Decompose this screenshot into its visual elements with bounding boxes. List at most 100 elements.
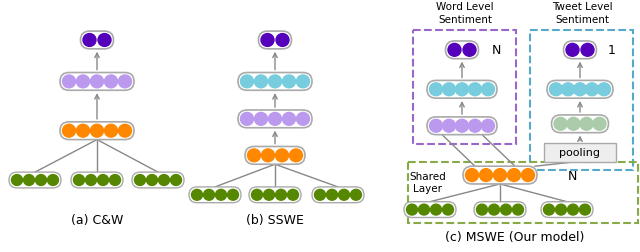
Circle shape — [134, 175, 145, 186]
Circle shape — [227, 190, 239, 200]
Circle shape — [147, 175, 157, 186]
Text: Tweet Level
Sentiment: Tweet Level Sentiment — [552, 2, 612, 24]
Circle shape — [579, 204, 591, 215]
Circle shape — [568, 204, 579, 215]
Circle shape — [90, 125, 104, 138]
FancyBboxPatch shape — [81, 32, 113, 50]
FancyBboxPatch shape — [249, 187, 301, 203]
Circle shape — [573, 84, 586, 96]
Circle shape — [63, 125, 76, 138]
Circle shape — [269, 113, 282, 126]
Circle shape — [252, 190, 262, 200]
Circle shape — [255, 113, 268, 126]
Circle shape — [296, 113, 310, 126]
FancyBboxPatch shape — [552, 115, 609, 133]
Circle shape — [550, 84, 563, 96]
Circle shape — [479, 169, 493, 182]
Circle shape — [598, 84, 611, 96]
Circle shape — [488, 204, 499, 215]
Circle shape — [481, 84, 495, 96]
Circle shape — [561, 84, 575, 96]
Circle shape — [289, 149, 303, 162]
Circle shape — [554, 118, 567, 131]
Circle shape — [35, 175, 47, 186]
Circle shape — [264, 190, 275, 200]
FancyBboxPatch shape — [60, 73, 134, 91]
FancyBboxPatch shape — [474, 202, 526, 218]
Circle shape — [586, 84, 598, 96]
FancyBboxPatch shape — [445, 42, 479, 59]
Circle shape — [98, 35, 111, 47]
Circle shape — [513, 204, 524, 215]
FancyBboxPatch shape — [312, 187, 364, 203]
Circle shape — [468, 120, 481, 133]
Circle shape — [77, 125, 90, 138]
FancyBboxPatch shape — [404, 202, 456, 218]
Circle shape — [275, 190, 287, 200]
Circle shape — [468, 84, 481, 96]
Circle shape — [216, 190, 227, 200]
Circle shape — [282, 113, 296, 126]
Circle shape — [77, 76, 90, 88]
FancyBboxPatch shape — [427, 117, 497, 135]
FancyBboxPatch shape — [238, 111, 312, 128]
Circle shape — [429, 84, 442, 96]
Circle shape — [566, 44, 579, 57]
FancyBboxPatch shape — [132, 172, 184, 188]
Circle shape — [262, 149, 275, 162]
Circle shape — [269, 76, 282, 88]
Circle shape — [109, 175, 120, 186]
Circle shape — [104, 125, 118, 138]
Text: Shared
Layer: Shared Layer — [410, 171, 446, 194]
FancyBboxPatch shape — [189, 187, 241, 203]
Circle shape — [275, 149, 289, 162]
Circle shape — [282, 76, 296, 88]
Circle shape — [351, 190, 362, 200]
Circle shape — [241, 113, 253, 126]
FancyBboxPatch shape — [60, 122, 134, 140]
Text: Word Level
Sentiment: Word Level Sentiment — [436, 2, 494, 24]
Circle shape — [74, 175, 84, 186]
Circle shape — [456, 84, 468, 96]
Circle shape — [481, 120, 495, 133]
Circle shape — [442, 204, 454, 215]
Text: (a) C&W: (a) C&W — [71, 213, 123, 226]
FancyBboxPatch shape — [544, 143, 616, 163]
Circle shape — [83, 35, 96, 47]
Circle shape — [580, 118, 593, 131]
Circle shape — [493, 169, 506, 182]
Circle shape — [522, 169, 534, 182]
Text: (c) MSWE (Our model): (c) MSWE (Our model) — [445, 230, 585, 243]
Circle shape — [465, 169, 479, 182]
Text: pooling: pooling — [559, 148, 600, 158]
Circle shape — [296, 76, 310, 88]
Circle shape — [477, 204, 488, 215]
Circle shape — [314, 190, 326, 200]
Circle shape — [24, 175, 35, 186]
FancyBboxPatch shape — [563, 42, 596, 59]
Circle shape — [287, 190, 298, 200]
Circle shape — [442, 84, 456, 96]
FancyBboxPatch shape — [238, 73, 312, 91]
Circle shape — [543, 204, 554, 215]
Circle shape — [456, 120, 468, 133]
Circle shape — [556, 204, 566, 215]
Circle shape — [90, 76, 104, 88]
FancyBboxPatch shape — [245, 147, 305, 165]
FancyBboxPatch shape — [71, 172, 123, 188]
Circle shape — [12, 175, 22, 186]
Circle shape — [429, 120, 442, 133]
Circle shape — [248, 149, 260, 162]
Circle shape — [159, 175, 170, 186]
Circle shape — [63, 76, 76, 88]
Circle shape — [170, 175, 182, 186]
Circle shape — [255, 76, 268, 88]
Circle shape — [448, 44, 461, 57]
Text: 1: 1 — [608, 44, 616, 57]
Text: N: N — [492, 44, 501, 57]
Circle shape — [567, 118, 580, 131]
FancyBboxPatch shape — [427, 81, 497, 99]
Circle shape — [204, 190, 214, 200]
Circle shape — [419, 204, 429, 215]
FancyBboxPatch shape — [259, 32, 291, 50]
